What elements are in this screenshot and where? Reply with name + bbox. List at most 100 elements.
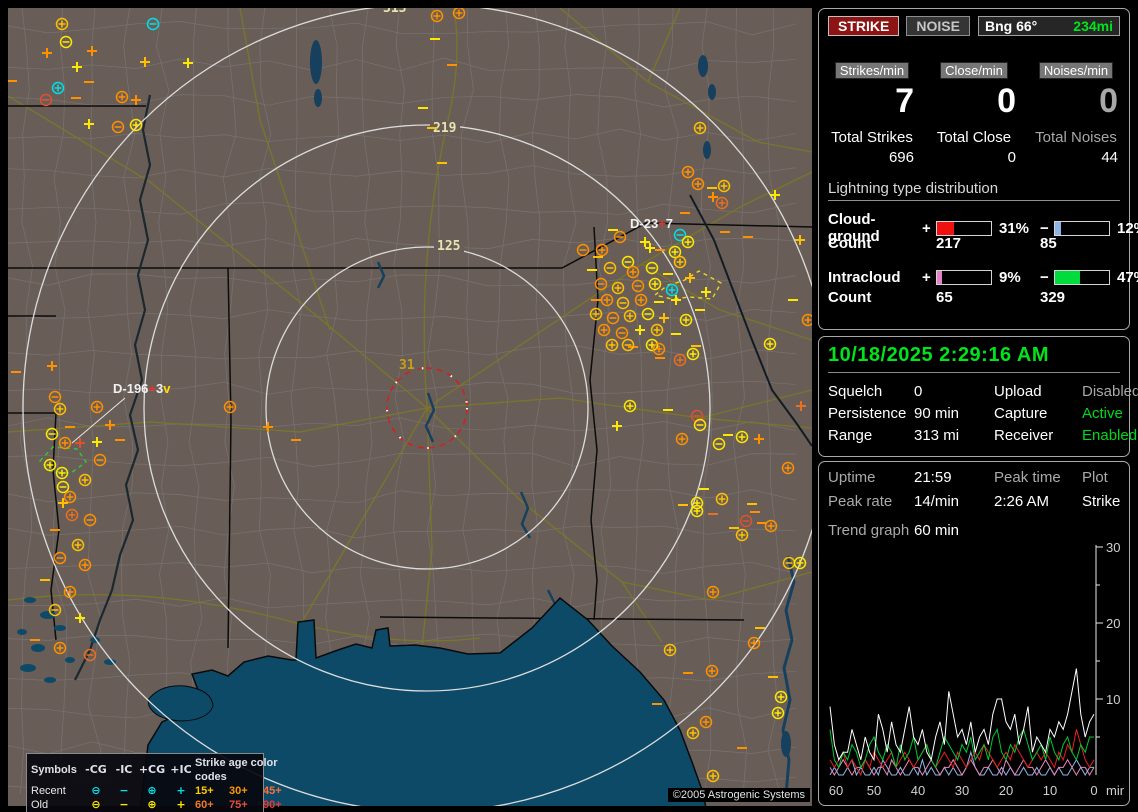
strikes-column: Strikes/min 7 Total Strikes 696 bbox=[828, 62, 916, 166]
legend-col-cg-pos: +CG bbox=[138, 763, 166, 776]
lightning-map[interactable]: 31 125 219 313 D-23+7 D-196+3v Symbols -CG -… bbox=[8, 8, 812, 812]
svg-text:219: 219 bbox=[433, 121, 456, 136]
noise-button[interactable]: NOISE bbox=[906, 16, 970, 36]
datetime-display: 10/18/2025 2:29:16 AM bbox=[828, 344, 1120, 373]
uptime-label: Uptime bbox=[828, 469, 876, 486]
legend-symbols-header: Symbols bbox=[31, 764, 77, 776]
cloud-ground-row: Cloud-ground + 31% − 12% bbox=[828, 211, 1138, 245]
session-panel: Uptime 21:59 Peak time Plot Peak rate 14… bbox=[818, 461, 1130, 806]
peak-rate-value: 14/min bbox=[914, 493, 960, 510]
age-75: 75+ bbox=[229, 799, 248, 811]
upload-status: Disabled bbox=[1082, 383, 1138, 400]
sidebar: STRIKE NOISE Bng 66° 234mi Strikes/min 7… bbox=[818, 0, 1138, 812]
legend-row-old-label: Old bbox=[31, 799, 49, 811]
range-value: 313 mi bbox=[914, 427, 960, 444]
svg-text:125: 125 bbox=[437, 239, 460, 254]
strike-stats-panel: STRIKE NOISE Bng 66° 234mi Strikes/min 7… bbox=[818, 8, 1138, 330]
close-per-min-value: 0 bbox=[997, 82, 1016, 120]
uptime-value: 21:59 bbox=[914, 469, 952, 486]
count-label: Count bbox=[828, 289, 872, 306]
strikes-per-min-button[interactable]: Strikes/min bbox=[834, 62, 910, 79]
svg-text:0: 0 bbox=[1090, 783, 1097, 798]
status-panel: 10/18/2025 2:29:16 AM Squelch 0 Upload D… bbox=[818, 336, 1138, 457]
trend-graph-value: 60 min bbox=[914, 522, 960, 539]
ic-positive-count: 65 bbox=[936, 289, 953, 306]
noises-column: Noises/min 0 Total Noises 44 bbox=[1032, 62, 1120, 166]
intracloud-row: Intracloud + 9% − 47% bbox=[828, 265, 1138, 289]
total-strikes-value: 696 bbox=[888, 149, 914, 166]
close-per-min-button[interactable]: Close/min bbox=[940, 62, 1008, 79]
receiver-status: Enabled bbox=[1082, 427, 1138, 444]
range-rings: 31 125 219 313 bbox=[22, 8, 812, 806]
age-15: 15+ bbox=[195, 785, 214, 797]
strikes-per-min-value: 7 bbox=[895, 82, 914, 120]
total-noises-value: 44 bbox=[1101, 149, 1118, 166]
trend-graph-label: Trend graph bbox=[828, 522, 910, 539]
upload-label: Upload bbox=[994, 383, 1042, 400]
cg-pos-recent-icon: ⊕ bbox=[147, 784, 157, 797]
legend-age-title: Strike age color codes bbox=[195, 757, 278, 783]
intracloud-count-row: Count 65 329 bbox=[828, 289, 1120, 313]
legend-col-ic-pos: +IC bbox=[170, 763, 192, 776]
svg-text:min: min bbox=[1106, 783, 1124, 798]
bearing-distance: 234mi bbox=[1073, 18, 1113, 34]
persistence-value: 90 min bbox=[914, 405, 960, 422]
svg-text:60: 60 bbox=[829, 783, 843, 798]
strike-button[interactable]: STRIKE bbox=[828, 16, 900, 36]
water-features bbox=[17, 40, 812, 806]
svg-text:20: 20 bbox=[999, 783, 1013, 798]
plus-sign: + bbox=[922, 268, 931, 286]
peak-time-value: 2:26 AM bbox=[994, 493, 1050, 510]
svg-text:D-23+7: D-23+7 bbox=[630, 216, 673, 231]
svg-text:30: 30 bbox=[955, 783, 969, 798]
cg-neg-recent-icon: ⊖ bbox=[91, 784, 101, 797]
cg-negative-bar bbox=[1054, 220, 1110, 236]
persistence-label: Persistence bbox=[828, 405, 907, 422]
plus-sign: + bbox=[922, 219, 931, 237]
age-30: 30+ bbox=[229, 785, 248, 797]
peak-rate-label: Peak rate bbox=[828, 493, 893, 510]
trend-graph: 10 20 30 60 50 40 30 20 10 0 min bbox=[828, 540, 1127, 805]
svg-text:30: 30 bbox=[1106, 541, 1120, 555]
age-45: 45+ bbox=[263, 785, 282, 797]
minus-sign: − bbox=[1040, 268, 1049, 286]
svg-text:31: 31 bbox=[399, 358, 415, 373]
ic-neg-old-icon: − bbox=[119, 798, 129, 811]
ic-positive-pct: 9% bbox=[999, 268, 1021, 286]
minus-sign: − bbox=[1040, 219, 1049, 237]
distribution-title: Lightning type distribution bbox=[828, 180, 1120, 201]
bearing-display: Bng 66° 234mi bbox=[978, 16, 1120, 36]
svg-text:10: 10 bbox=[1106, 692, 1120, 707]
cg-positive-count: 217 bbox=[936, 235, 962, 252]
svg-text:50: 50 bbox=[867, 783, 881, 798]
capture-status: Active bbox=[1082, 405, 1123, 422]
range-label: Range bbox=[828, 427, 873, 444]
cg-neg-old-icon: ⊖ bbox=[91, 798, 101, 811]
age-60: 60+ bbox=[195, 799, 214, 811]
capture-label: Capture bbox=[994, 405, 1048, 422]
cg-positive-bar bbox=[936, 220, 992, 236]
squelch-label: Squelch bbox=[828, 383, 883, 400]
copyright-text: ©2005 Astrogenic Systems bbox=[667, 788, 810, 802]
map-canvas[interactable]: 31 125 219 313 D-23+7 D-196+3v bbox=[8, 8, 812, 806]
total-close-label: Total Close bbox=[936, 129, 1012, 146]
svg-text:40: 40 bbox=[911, 783, 925, 798]
total-noises-label: Total Noises bbox=[1035, 129, 1117, 146]
strike-symbols bbox=[8, 8, 812, 783]
ic-negative-pct: 47% bbox=[1117, 268, 1138, 286]
squelch-value: 0 bbox=[914, 383, 923, 400]
legend-row-recent-label: Recent bbox=[31, 785, 66, 797]
peak-time-label: Peak time bbox=[994, 469, 1061, 486]
cloud-ground-label: Cloud-ground bbox=[828, 211, 880, 245]
ic-negative-count: 329 bbox=[1040, 289, 1066, 306]
plot-value: Strike bbox=[1082, 493, 1121, 510]
bearing-value: Bng 66° bbox=[985, 18, 1038, 34]
noises-per-min-button[interactable]: Noises/min bbox=[1038, 62, 1114, 79]
svg-text:D-196+3v: D-196+3v bbox=[113, 381, 171, 396]
receiver-label: Receiver bbox=[994, 427, 1054, 444]
legend-col-cg-neg: -CG bbox=[85, 763, 107, 776]
cloud-ground-count-row: Count 217 85 bbox=[828, 235, 1120, 259]
ic-pos-old-icon: + bbox=[176, 798, 186, 811]
roads-layer bbox=[8, 8, 812, 649]
